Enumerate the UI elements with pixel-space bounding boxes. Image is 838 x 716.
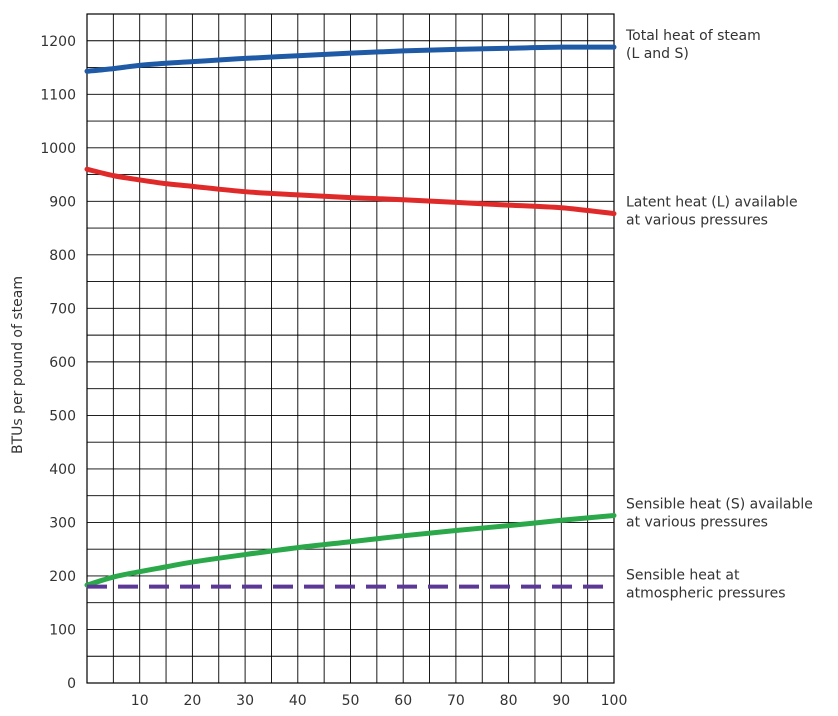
x-tick-label: 10 — [131, 693, 149, 709]
y-tick-label: 1200 — [40, 34, 76, 50]
x-tick-label: 40 — [289, 693, 307, 709]
series-label: Sensible heat at — [626, 568, 740, 584]
series-label: atmospheric pressures — [626, 586, 786, 602]
y-tick-label: 1000 — [40, 141, 76, 157]
y-tick-label: 200 — [49, 569, 76, 585]
y-tick-label: 300 — [49, 515, 76, 531]
series-label: at various pressures — [626, 514, 768, 530]
y-tick-label: 400 — [49, 462, 76, 478]
series-line — [84, 166, 617, 217]
y-tick-label: 600 — [49, 355, 76, 371]
plot-frame — [86, 13, 615, 684]
x-tick-label: 100 — [601, 693, 628, 709]
x-tick-label: 60 — [394, 693, 412, 709]
x-tick-label: 90 — [552, 693, 570, 709]
series-label: Latent heat (L) available — [626, 195, 798, 211]
y-tick-label: 1100 — [40, 87, 76, 103]
y-tick-label: 100 — [49, 622, 76, 638]
x-tick-label: 70 — [447, 693, 465, 709]
series-label: Total heat of steam — [625, 28, 761, 44]
series-label: at various pressures — [626, 213, 768, 229]
series-line — [84, 44, 617, 74]
series-line — [84, 512, 617, 588]
y-tick-label: 700 — [49, 301, 76, 317]
y-tick-label: 500 — [49, 408, 76, 424]
y-tick-label: 0 — [67, 676, 76, 692]
x-tick-label: 80 — [500, 693, 518, 709]
x-tick-label: 20 — [183, 693, 201, 709]
x-tick-label: 30 — [236, 693, 254, 709]
x-tick-label: 50 — [342, 693, 360, 709]
series-label: Sensible heat (S) available — [626, 496, 813, 512]
series-label: (L and S) — [626, 46, 689, 62]
y-tick-label: 900 — [49, 194, 76, 210]
y-tick-label: 800 — [49, 248, 76, 264]
y-axis-label: BTUs per pound of steam — [10, 276, 26, 454]
